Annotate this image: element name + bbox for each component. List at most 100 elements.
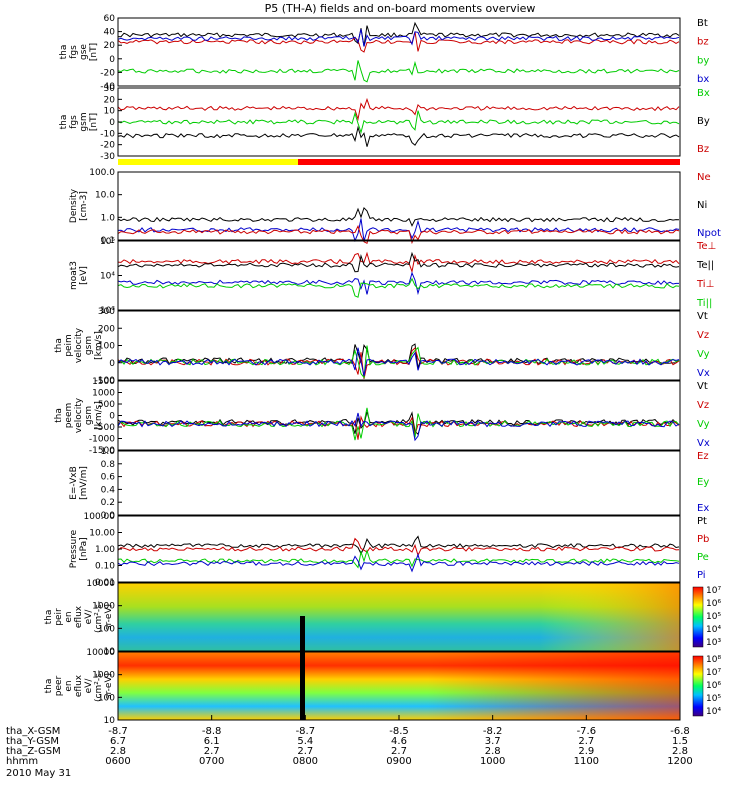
legend-entry: Ni (697, 200, 707, 211)
y-tick-label: 10³ (100, 306, 115, 316)
orbit-value: 2.9 (578, 746, 594, 757)
legend-entry: Pi (697, 570, 706, 581)
panels-group: 6040200-20-40thafgsgse[nT]Btbzbybx302010… (44, 14, 721, 726)
orbit-value: -8.5 (389, 726, 409, 737)
panel-frame (117, 17, 681, 87)
panel-frame (117, 582, 681, 652)
orbit-row-label: tha_Y-GSM (6, 736, 59, 747)
y-tick-label: 10.0 (95, 191, 115, 201)
orbit-value: -8.2 (483, 726, 503, 737)
trace-line (117, 277, 680, 298)
y-tick-label: 0.8 (101, 460, 116, 470)
colorbar-label: 10⁶ (706, 599, 721, 609)
trace-line (117, 415, 680, 440)
legend-entry: Te|| (696, 260, 714, 271)
y-tick-label: 0.2 (101, 498, 115, 508)
y-tick-label: 100.00 (84, 512, 116, 522)
trace-line (117, 60, 680, 83)
y-tick-label: 10⁵ (100, 237, 115, 247)
legend-entry: Ey (697, 477, 709, 488)
quality-bar-yellow (118, 159, 298, 165)
panel-efield: 1.0 0.8 0.6 0.4 0.2 0.0 E=-VxB[mV/m] Ez Ey Ex (69, 447, 709, 521)
legend-entry: Vy (697, 419, 710, 430)
panel-peer_spec: 10000 1000 100 10 thapeerenefluxeV/(cm²-s-sr… (44, 648, 721, 726)
y-axis-label: thapeirenefluxeV/(cm²-s-sr-eV) (44, 601, 114, 633)
y-tick-label: 1.0 (101, 447, 116, 457)
legend-entry: Ez (697, 451, 709, 462)
panel-density: 100.0 10.0 1.0 0.1 Density[cm-3] Ne Ni Npot (69, 168, 721, 246)
orbit-value: 2.7 (297, 746, 313, 757)
trace-line (117, 535, 680, 555)
legend-entry: Vt (697, 381, 708, 392)
y-tick-label: 0.01 (95, 578, 115, 588)
colorbar-label: 10⁵ (706, 612, 721, 622)
y-tick-label: 10 (104, 716, 116, 726)
ion-spectrogram-shade (118, 583, 680, 651)
orbit-value: 4.6 (391, 736, 407, 747)
y-tick-label: 1000 (92, 671, 115, 681)
trace-line (117, 206, 680, 227)
y-tick-label: -1500 (89, 446, 115, 456)
panel-frame (117, 240, 681, 311)
colorbar-label: 10⁷ (706, 668, 721, 678)
y-tick-label: -10 (100, 129, 115, 139)
y-tick-label: 20 (104, 41, 116, 51)
colorbar (692, 655, 704, 717)
electron-spectrogram-shade (118, 652, 680, 720)
orbit-row-label: tha_X-GSM (6, 726, 60, 737)
orbit-value: -8.8 (202, 726, 222, 737)
y-tick-label: -1000 (89, 435, 115, 445)
y-axis-label: Pressure[nPa] (69, 529, 89, 568)
y-tick-label: 10 (104, 647, 116, 657)
y-tick-label: 0.4 (101, 485, 116, 495)
legend-entry: bx (697, 74, 709, 85)
date-label: 2010 May 31 (6, 768, 71, 779)
y-axis-label: thafgsgse[nT] (59, 43, 99, 61)
colorbar-label: 10⁶ (706, 681, 721, 691)
y-axis-label: E=-VxB[mV/m] (69, 466, 89, 500)
trace-line (117, 224, 680, 245)
trace-line (117, 407, 680, 441)
y-tick-label: -30 (100, 152, 115, 162)
y-tick-label: 0 (109, 55, 115, 65)
quality-bar-red (298, 159, 680, 165)
trace-line (117, 347, 680, 380)
orbit-value: 2.8 (110, 746, 126, 757)
panel-temperature: 10⁵ 10⁴ 10³ moat3[eV] Te⊥ Te|| Ti⊥ Ti|| (69, 237, 716, 316)
y-tick-label: 0 (109, 118, 115, 128)
legend-entry: Npot (697, 228, 721, 239)
y-tick-label: 0.10 (95, 562, 115, 572)
y-axis-label: thapeemvelocitygsm[km/s] (54, 397, 104, 433)
legend-entry: Ne (697, 172, 711, 183)
orbit-value: 0600 (105, 756, 130, 767)
orbit-value: 6.7 (110, 736, 126, 747)
panel-frame (117, 171, 681, 241)
trace-line (117, 251, 680, 273)
y-tick-label: 0 (109, 412, 115, 422)
orbit-value: 5.4 (297, 736, 313, 747)
orbit-value: -6.8 (670, 726, 690, 737)
y-tick-label: -40 (100, 82, 115, 92)
legend-entry: bz (697, 37, 709, 48)
legend-entry: Bt (697, 18, 708, 29)
y-tick-label: 20 (104, 95, 116, 105)
colorbar-label: 10⁷ (706, 586, 721, 596)
orbit-row-label: hhmm (6, 756, 38, 767)
orbit-table: tha_X-GSM -8.7 -8.8 -8.7 -8.5 -8.2 -7.6 -6.8 tha… (6, 715, 693, 779)
orbit-value: 2.7 (391, 746, 407, 757)
orbit-value: 2.7 (578, 736, 594, 747)
y-tick-label: 100 (98, 624, 115, 634)
y-axis-label: thapeimvelocitygsm[km/s] (54, 327, 104, 363)
data-gap (300, 616, 305, 651)
y-tick-label: 100.0 (89, 168, 115, 178)
panel-peir_spec: 10000 1000 100 10 thapeirenefluxeV/(cm²-s-sr… (44, 579, 721, 657)
y-tick-label: 0.6 (101, 473, 116, 483)
trace-line (117, 31, 680, 53)
y-tick-label: 40 (104, 28, 116, 38)
trace-line (117, 537, 680, 557)
y-axis-label: moat3[eV] (69, 261, 89, 290)
colorbar-label: 10³ (706, 638, 721, 648)
y-tick-label: 1.0 (101, 213, 116, 223)
colorbar-label: 10⁸ (706, 655, 721, 665)
